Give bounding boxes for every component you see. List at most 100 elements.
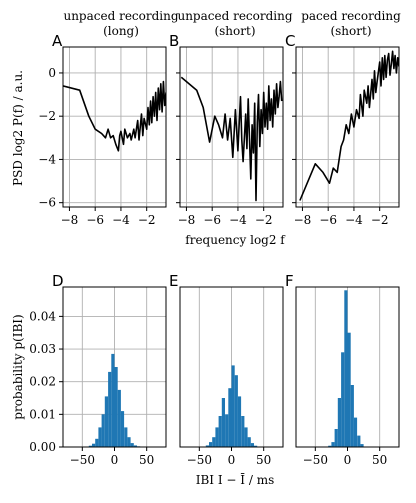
x-tick-label-c-2: −4 <box>345 213 363 227</box>
x-tick-label-c-3: −2 <box>371 213 389 227</box>
histogram-bar-f-1 <box>331 442 335 447</box>
histogram-bar-d-8 <box>114 367 118 447</box>
x-tick-label-a-3: −2 <box>138 213 156 227</box>
x-tick-label-a-1: −6 <box>86 213 104 227</box>
histogram-bar-e-8 <box>231 365 235 447</box>
psd-line-a <box>63 80 166 152</box>
y-axis-label-probability: probability p(IBI) <box>11 314 25 419</box>
histogram-bar-f-10 <box>360 444 364 447</box>
histogram-bar-d-6 <box>108 371 112 447</box>
x-tick-label-b-3: −2 <box>255 213 273 227</box>
y-tick-label-d-2: 0.02 <box>29 375 56 389</box>
histogram-bar-f-8 <box>353 417 358 447</box>
histogram-bar-e-6 <box>225 414 229 447</box>
histogram-bar-d-13 <box>130 443 134 447</box>
panel-c: −8 −6 −4 −2 <box>292 46 400 227</box>
histogram-bar-f-9 <box>357 435 361 447</box>
histogram-bar-e-10 <box>237 396 242 447</box>
x-tick-label-a-0: −8 <box>61 213 79 227</box>
axes-frame-a <box>62 46 167 208</box>
histogram-bar-e-7 <box>228 388 232 447</box>
psd-line-b <box>180 76 283 202</box>
title-col-3-line-1: paced recording <box>301 9 401 23</box>
y-tick-label-a-3: −6 <box>38 196 56 210</box>
x-tick-label-e-0: −50 <box>187 453 212 467</box>
panel-a: −8 −6 −4 −2 0 −2 −4 −6 <box>38 46 167 227</box>
title-col-1-line-2: (long) <box>103 24 139 38</box>
histogram-bar-e-14 <box>250 443 254 447</box>
histogram-bar-f-4 <box>341 352 345 447</box>
y-tick-label-a-0: 0 <box>48 66 56 80</box>
x-tick-label-f-1: 0 <box>344 453 352 467</box>
histogram-bar-d-10 <box>120 411 125 447</box>
y-axis-label-psd: PSD log2 P(f) / a.u. <box>11 70 25 186</box>
histogram-bar-e-9 <box>234 375 238 447</box>
y-tick-label-d-0: 0.00 <box>29 440 56 454</box>
histogram-bar-e-11 <box>241 416 245 447</box>
histogram-bar-e-3 <box>215 427 219 447</box>
y-tick-label-d-4: 0.04 <box>29 309 56 323</box>
histogram-bar-f-2 <box>334 429 338 447</box>
psd-line-c <box>299 50 399 201</box>
x-tick-label-b-0: −8 <box>178 213 196 227</box>
panel-e: −50 0 50 <box>179 286 284 467</box>
x-tick-label-b-1: −6 <box>203 213 221 227</box>
histogram-bar-e-12 <box>244 427 248 447</box>
x-tick-label-d-2: 50 <box>139 453 154 467</box>
histogram-bar-d-7 <box>111 353 115 447</box>
histogram-bar-d-4 <box>101 414 105 447</box>
panel-letter-f: F <box>285 272 294 290</box>
y-tick-label-a-1: −2 <box>38 109 56 123</box>
x-tick-label-a-2: −4 <box>112 213 130 227</box>
panel-letter-c: C <box>285 32 295 50</box>
histogram-bar-d-12 <box>127 437 131 447</box>
histogram-bar-e-13 <box>247 437 251 447</box>
title-col-2-line-2: (short) <box>214 24 255 38</box>
x-tick-label-f-2: 50 <box>372 453 387 467</box>
histogram-bar-e-2 <box>212 437 216 447</box>
panel-letter-b: B <box>169 32 179 50</box>
y-tick-label-d-1: 0.01 <box>29 407 56 421</box>
histogram-bar-f-6 <box>347 332 351 447</box>
x-tick-label-e-2: 50 <box>256 453 271 467</box>
x-axis-label-ibi: IBI I − Ī / ms <box>196 472 275 487</box>
x-tick-label-e-1: 0 <box>228 453 236 467</box>
x-tick-label-f-0: −50 <box>303 453 328 467</box>
y-tick-label-a-2: −4 <box>38 152 56 166</box>
histogram-bar-f-5 <box>344 290 348 447</box>
axes-frame-b <box>179 46 284 208</box>
histogram-bar-d-5 <box>104 396 108 447</box>
histogram-bar-f-0 <box>328 445 332 447</box>
x-axis-label-frequency: frequency log2 f <box>185 233 286 247</box>
histogram-bar-d-11 <box>124 427 128 447</box>
histogram-bar-d-9 <box>117 389 121 447</box>
histogram-bar-d-14 <box>133 445 137 447</box>
histogram-bar-d-1 <box>92 443 96 447</box>
y-tick-label-d-3: 0.03 <box>29 342 56 356</box>
x-tick-label-d-1: 0 <box>111 453 119 467</box>
x-tick-label-d-0: −50 <box>70 453 95 467</box>
title-col-2-line-1: unpaced recording <box>177 9 292 23</box>
title-col-3-line-2: (short) <box>330 24 371 38</box>
histogram-bar-e-4 <box>218 416 222 447</box>
histogram-bar-e-1 <box>209 442 213 447</box>
x-tick-label-c-0: −8 <box>294 213 312 227</box>
histogram-bar-f-7 <box>350 385 354 447</box>
histogram-bar-e-5 <box>221 398 225 447</box>
panel-f: −50 0 50 <box>295 286 400 467</box>
axes-frame-c <box>295 46 400 208</box>
panel-letter-d: D <box>52 272 64 290</box>
histogram-bar-d-2 <box>95 438 99 447</box>
histogram-bar-e-15 <box>254 445 258 447</box>
title-col-1-line-1: unpaced recording <box>63 9 178 23</box>
chart-panels: −8 −6 −4 −2 0 −2 −4 −6 −8 −6 −4 −2 −8 −6 −4 −2 −50 0 50 0.0… <box>29 46 400 467</box>
histogram-bar-e-0 <box>205 445 209 447</box>
panel-letter-a: A <box>52 32 63 50</box>
panel-d: −50 0 50 0.00 0.01 0.02 0.03 0.04 <box>29 286 167 467</box>
x-tick-label-c-1: −6 <box>319 213 337 227</box>
histogram-bar-d-0 <box>88 445 92 447</box>
panel-b: −8 −6 −4 −2 <box>176 46 284 227</box>
histogram-bar-f-3 <box>337 398 341 447</box>
panel-letter-e: E <box>169 272 178 290</box>
